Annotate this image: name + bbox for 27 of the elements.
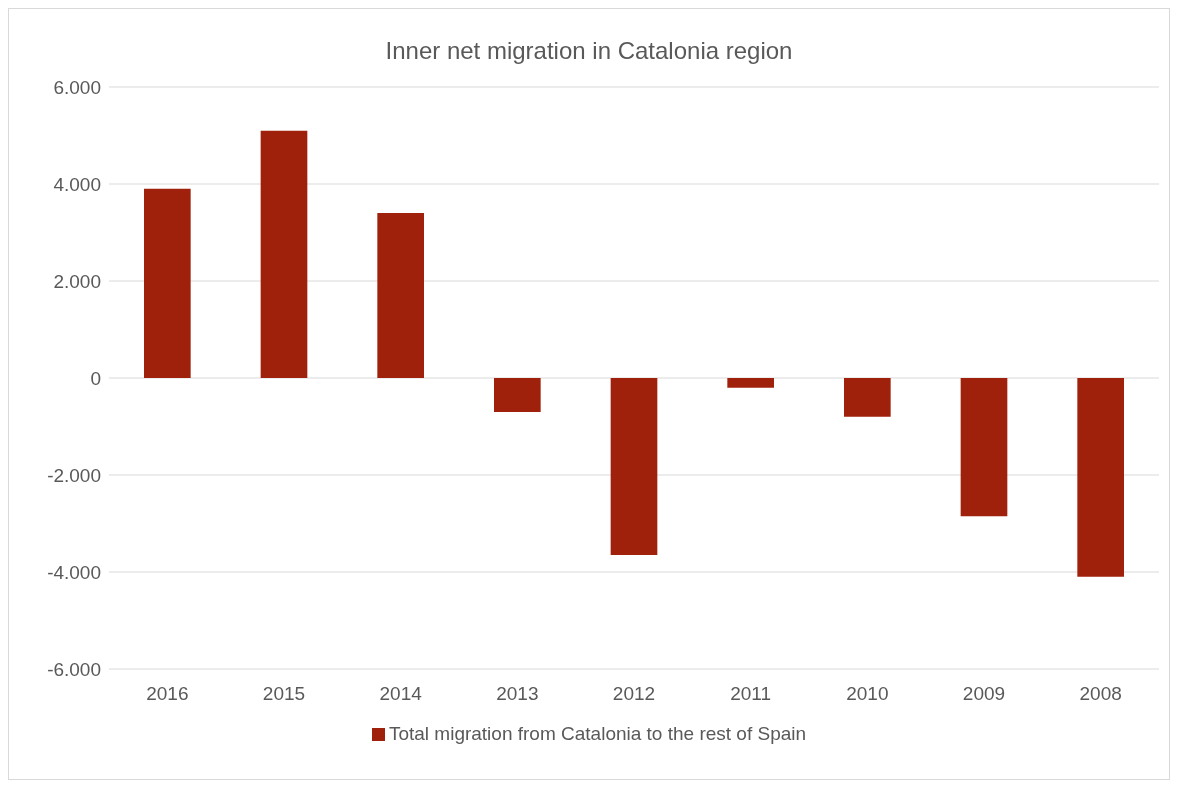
x-tick-label: 2012 xyxy=(612,683,656,705)
x-tick-label: 2016 xyxy=(146,683,189,705)
bar xyxy=(260,130,308,378)
x-tick-label: 2008 xyxy=(1079,683,1122,705)
y-tick-label: -4.000 xyxy=(47,561,101,583)
x-tick-label: 2009 xyxy=(962,683,1006,705)
x-tick-label: 2010 xyxy=(846,683,889,705)
x-tick-label: 2013 xyxy=(496,683,539,705)
y-tick-label: 4.000 xyxy=(53,173,101,195)
bar xyxy=(727,378,774,388)
bar xyxy=(494,378,541,412)
bar xyxy=(377,213,424,378)
y-tick-label: 6.000 xyxy=(53,76,101,98)
x-tick-label: 2014 xyxy=(379,683,423,705)
y-tick-label: 0 xyxy=(90,367,101,389)
bar xyxy=(144,188,191,378)
y-tick-label: -2.000 xyxy=(47,464,101,486)
y-tick-label: -6.000 xyxy=(47,658,101,680)
bar xyxy=(1077,378,1124,577)
bar xyxy=(960,378,1008,517)
chart-title: Inner net migration in Catalonia region xyxy=(385,37,793,64)
bar xyxy=(610,378,658,556)
y-tick-label: 2.000 xyxy=(53,270,101,292)
x-tick-label: 2011 xyxy=(730,683,772,705)
bar xyxy=(844,378,891,417)
legend-label: Total migration from Catalonia to the rest of Spain xyxy=(388,723,807,745)
x-tick-label: 2015 xyxy=(262,683,306,705)
